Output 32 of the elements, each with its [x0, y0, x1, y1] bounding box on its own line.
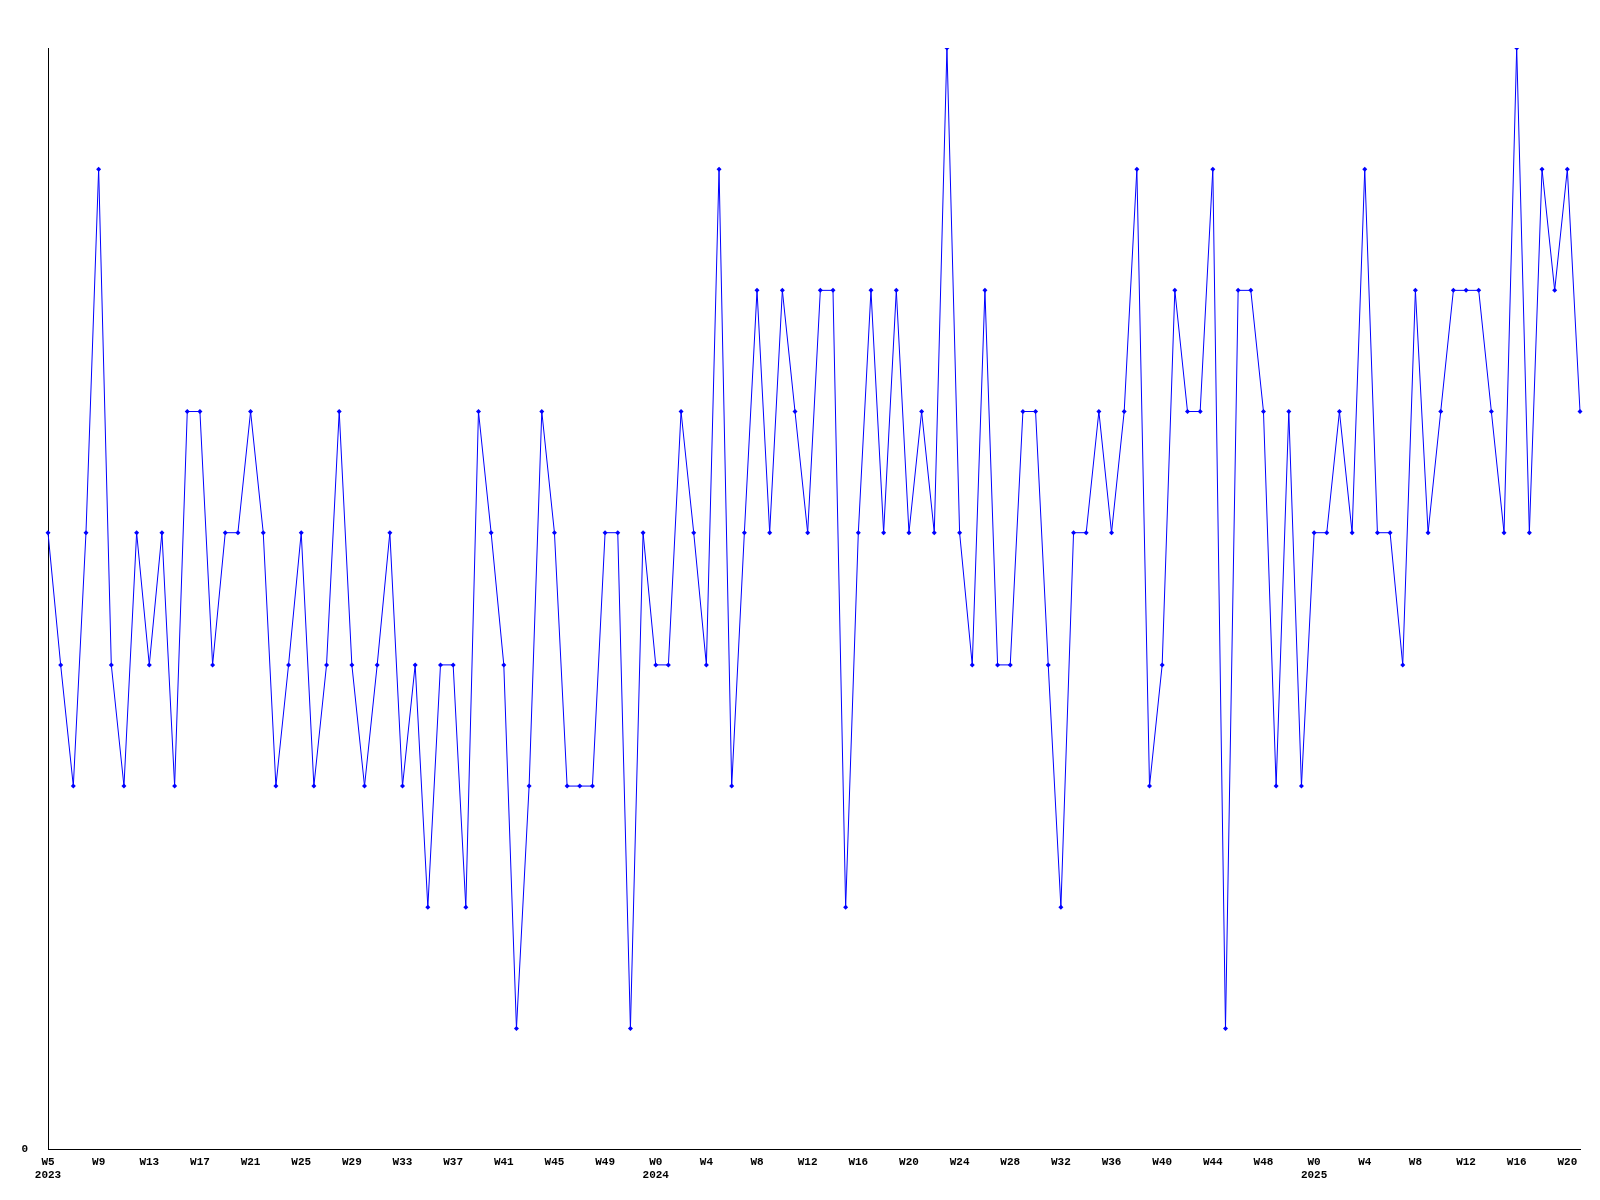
- text: 0: [21, 1143, 28, 1156]
- x-tick-label: W4: [699, 1155, 714, 1168]
- x-tick-label: W8: [750, 1155, 765, 1168]
- x-tick-label: W12: [1456, 1155, 1476, 1168]
- x-tick-label: W8: [1408, 1155, 1423, 1168]
- x-tick-label: W12: [797, 1155, 818, 1168]
- x-tick-label: W48: [1253, 1155, 1274, 1168]
- x-tick-label: W21: [240, 1155, 261, 1168]
- x-tick-label: W16: [848, 1155, 869, 1168]
- x-tick-label: W5 2023: [34, 1155, 62, 1182]
- x-tick-label: W25: [291, 1155, 312, 1168]
- x-tick-label: W0 2024: [642, 1155, 670, 1182]
- x-tick-label: W44: [1202, 1155, 1224, 1168]
- x-tick-label: W20: [899, 1155, 919, 1168]
- x-tick-label: W20: [1557, 1155, 1578, 1168]
- x-tick-label: W40: [1152, 1155, 1173, 1168]
- x-tick-label: W16: [1506, 1155, 1527, 1168]
- x-tick-label: W24: [949, 1155, 970, 1168]
- x-tick-label: W45: [544, 1155, 565, 1168]
- x-tick-label: W37: [443, 1155, 464, 1168]
- x-tick-label: W41: [493, 1155, 515, 1168]
- x-tick-label: W32: [1050, 1155, 1071, 1168]
- x-tick-label: W49: [595, 1155, 615, 1168]
- x-tick-label: W13: [139, 1155, 160, 1168]
- x-tick-label: W4: [1358, 1155, 1372, 1168]
- x-tick-label: W9: [92, 1155, 106, 1168]
- x-tick-label: W0 2025: [1300, 1155, 1328, 1182]
- x-tick-label: W36: [1101, 1155, 1122, 1168]
- x-tick-label: W17: [190, 1155, 210, 1168]
- x-tick-label: W33: [392, 1155, 413, 1168]
- x-tick-label: W29: [341, 1155, 362, 1168]
- x-tick-label: W28: [1000, 1155, 1021, 1168]
